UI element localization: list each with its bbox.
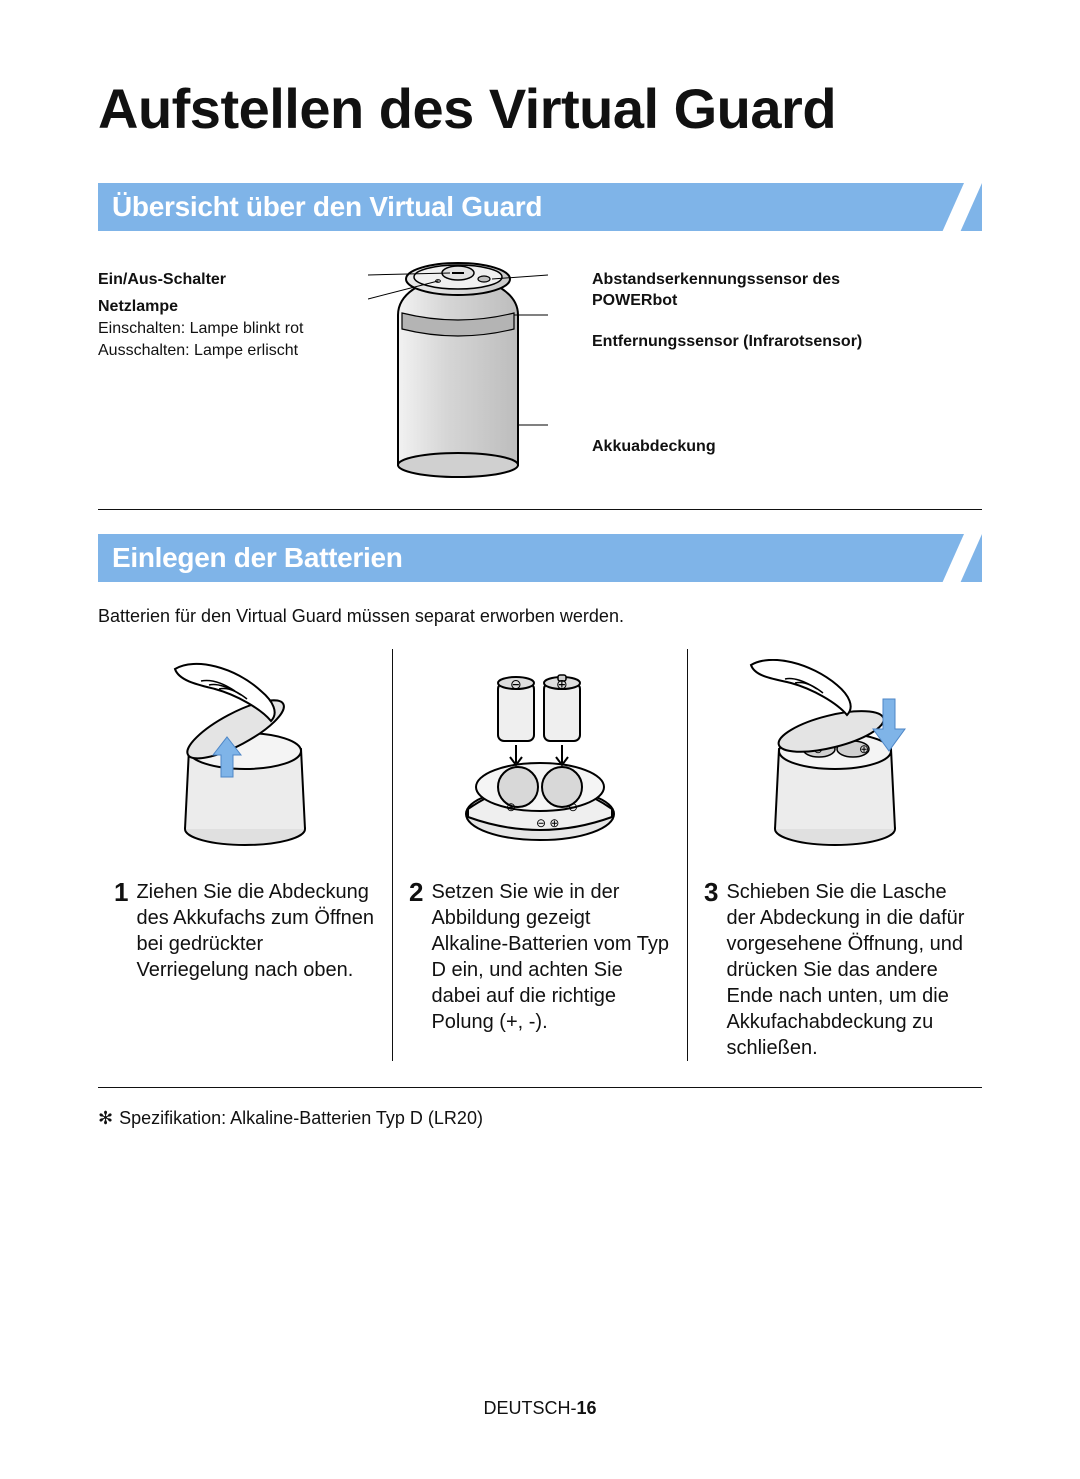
- step-2-text: Setzen Sie wie in der Abbildung gezeigt …: [431, 879, 671, 1035]
- overview-diagram-block: Ein/Aus-Schalter Netzlampe Einschalten: …: [98, 255, 982, 510]
- step-2-illustration: ⊕ ⊖ ⊖ ⊕ ⊖ ⊕: [409, 649, 671, 869]
- svg-text:⊕: ⊕: [506, 800, 516, 814]
- page-title: Aufstellen des Virtual Guard: [98, 80, 982, 139]
- label-power-lamp-off: Ausschalten: Lampe erlischt: [98, 340, 354, 362]
- batteries-note: Batterien für den Virtual Guard müssen s…: [98, 606, 982, 627]
- step-2-number: 2: [409, 879, 423, 905]
- section-batteries-header: Einlegen der Batterien: [98, 534, 982, 582]
- label-distance-sensor-b: POWERbot: [592, 290, 982, 312]
- spec-asterisk-icon: ✻: [98, 1108, 113, 1128]
- step-3-illustration: ⊖ ⊕: [704, 649, 966, 869]
- page-footer: DEUTSCH-16: [0, 1398, 1080, 1419]
- footer-page-number: 16: [576, 1398, 596, 1418]
- step-3: ⊖ ⊕ 3 Schieben Sie die Lasche der Abdeck…: [687, 649, 982, 1061]
- virtual-guard-illustration: [360, 255, 556, 485]
- step-1-number: 1: [114, 879, 128, 905]
- step-3-text: Schieben Sie die Lasche der Abdeckung in…: [726, 879, 966, 1061]
- overview-right-labels: Abstandserkennungssensor des POWERbot En…: [562, 255, 982, 458]
- label-distance-sensor-a: Abstandserkennungssensor des: [592, 269, 982, 291]
- label-ir-sensor: Entfernungssensor (Infrarotsensor): [592, 331, 982, 353]
- step-1-text: Ziehen Sie die Abdeckung des Akkufachs z…: [136, 879, 376, 983]
- label-battery-cover: Akkuabdeckung: [592, 436, 982, 458]
- svg-text:⊕: ⊕: [859, 742, 869, 756]
- battery-spec: ✻ Spezifikation: Alkaline-Batterien Typ D…: [98, 1108, 982, 1129]
- label-power-lamp-on: Einschalten: Lampe blinkt rot: [98, 318, 354, 340]
- overview-left-labels: Ein/Aus-Schalter Netzlampe Einschalten: …: [98, 255, 354, 361]
- step-1-illustration: [114, 649, 376, 869]
- step-3-number: 3: [704, 879, 718, 905]
- step-2: ⊕ ⊖ ⊖ ⊕ ⊖ ⊕ 2: [392, 649, 687, 1061]
- svg-text:⊖ ⊕: ⊖ ⊕: [536, 816, 559, 830]
- spec-text: Spezifikation: Alkaline-Batterien Typ D …: [119, 1108, 483, 1128]
- section-overview-header: Übersicht über den Virtual Guard: [98, 183, 982, 231]
- svg-text:⊖: ⊖: [510, 676, 522, 692]
- battery-steps-row: 1 Ziehen Sie die Abdeckung des Akkufachs…: [98, 649, 982, 1088]
- svg-text:⊖: ⊖: [568, 800, 578, 814]
- label-power-switch: Ein/Aus-Schalter: [98, 269, 354, 291]
- step-1: 1 Ziehen Sie die Abdeckung des Akkufachs…: [98, 649, 392, 1061]
- footer-language: DEUTSCH-: [483, 1398, 576, 1418]
- label-power-lamp: Netzlampe: [98, 296, 354, 318]
- svg-text:⊕: ⊕: [556, 676, 568, 692]
